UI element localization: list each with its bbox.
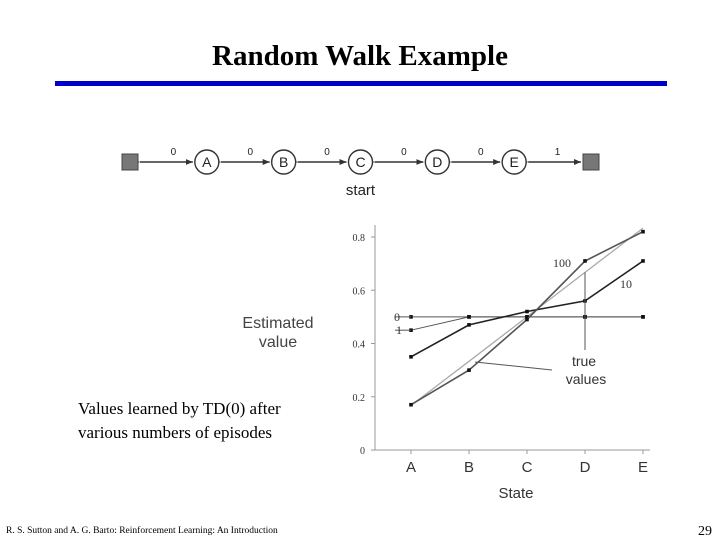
- x-tick-label: B: [464, 459, 474, 476]
- series-line-10: [410, 260, 644, 358]
- state-label: E: [509, 154, 518, 170]
- y-axis-label-line-1: Estimated: [242, 315, 313, 332]
- annotation-pointer: [474, 361, 553, 371]
- y-tick-label: 0.6: [353, 286, 366, 297]
- data-point: [467, 315, 471, 319]
- reward-label: 0: [171, 147, 177, 158]
- caption-line-1: Values learned by TD(0) after: [78, 399, 281, 418]
- y-tick-label: 0: [360, 446, 365, 457]
- x-axis-label: State: [498, 485, 533, 502]
- state-label: A: [202, 154, 212, 170]
- y-tick-label: 0.4: [353, 340, 366, 351]
- data-point: [525, 309, 529, 314]
- data-point: [641, 315, 645, 319]
- y-tick-label: 0.2: [353, 393, 366, 404]
- annotation-values: values: [566, 371, 606, 387]
- data-point: [467, 368, 471, 372]
- y-axis-label-line-2: value: [259, 334, 297, 351]
- caption-line-2: various numbers of episodes: [78, 423, 273, 442]
- title-underline: [55, 81, 667, 86]
- series-label-10: 10: [620, 277, 632, 291]
- data-point: [641, 259, 645, 263]
- reward-label: 0: [401, 147, 407, 158]
- x-tick-label: D: [580, 459, 591, 476]
- data-point: [583, 259, 587, 263]
- state-node-e: [501, 149, 527, 175]
- series-label-1: 1: [396, 323, 402, 337]
- data-point: [467, 323, 471, 327]
- page-number: 29: [698, 524, 712, 539]
- start-label: start: [346, 182, 376, 199]
- reward-label: 1: [555, 147, 561, 158]
- x-tick-label: C: [522, 459, 533, 476]
- state-label: D: [432, 154, 442, 170]
- state-node-a: [194, 149, 220, 175]
- state-label: C: [355, 154, 365, 170]
- data-point: [409, 355, 413, 359]
- reward-label: 0: [324, 147, 330, 158]
- data-point: [525, 317, 529, 322]
- annotation-true: true: [572, 353, 596, 369]
- x-tick-label: A: [406, 459, 416, 476]
- terminal-left: [121, 153, 139, 171]
- state-node-c: [347, 149, 374, 175]
- series-label-0: 0: [394, 310, 400, 324]
- slide-title: Random Walk Example: [212, 40, 508, 72]
- reward-label: 0: [478, 147, 484, 158]
- y-tick-label: 0.8: [353, 233, 366, 244]
- footer-citation: R. S. Sutton and A. G. Barto: Reinforcem…: [6, 526, 278, 536]
- data-point: [641, 229, 645, 234]
- caption: Values learned by TD(0) after various nu…: [78, 397, 281, 445]
- state-node-d: [424, 149, 451, 175]
- state-label: B: [279, 154, 288, 170]
- x-tick-label: E: [638, 459, 648, 476]
- terminal-right: [582, 153, 600, 171]
- reward-label: 0: [247, 147, 253, 158]
- data-point: [525, 315, 529, 319]
- state-node-b: [270, 149, 297, 175]
- series-label-100: 100: [553, 256, 571, 270]
- data-point: [409, 402, 413, 407]
